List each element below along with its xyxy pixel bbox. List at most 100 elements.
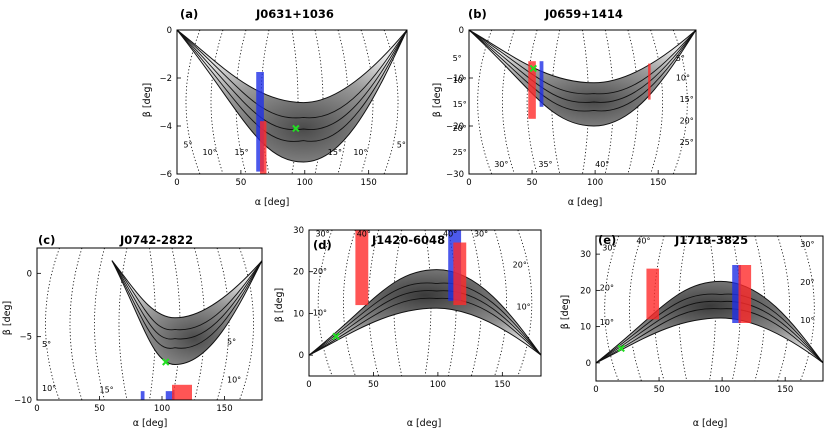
- probability-contour: [111, 260, 262, 331]
- x-tick-label: 50: [235, 178, 246, 188]
- background-contour-line: [517, 230, 533, 376]
- background-contour-line: [317, 230, 333, 376]
- background-contour-line: [210, 30, 224, 174]
- contour-label: 40°: [357, 229, 371, 238]
- contour-label: 15°: [680, 95, 694, 104]
- y-tick-label: −30: [446, 170, 464, 180]
- panel-d: 30° 40°20°10°40° 30°20°10°0 50 100 1500102030…: [274, 226, 542, 429]
- contour-label: 10°: [313, 309, 327, 318]
- panel-c: 5° 10° 15° 5° 10° 0 50 100 150 0 −5 −10 (c) J0742-2…: [2, 233, 263, 429]
- probability-contour: [309, 297, 541, 356]
- contour-label: 20°: [313, 267, 327, 276]
- x-tick-label: 150: [361, 178, 377, 188]
- background-contour-line: [337, 30, 349, 174]
- x-tick-label: 150: [777, 385, 793, 395]
- y-tick-label: 0: [27, 269, 32, 279]
- y-tick-label: −5: [19, 333, 32, 343]
- best-fit-marker: [617, 344, 625, 353]
- contour-label: 5°: [42, 340, 51, 349]
- background-contour-line: [360, 30, 374, 174]
- confidence-region: [309, 269, 541, 356]
- plot-area-b: 5° 10° 15° 20° 25° 30° 35° 40° 5° 10° 15° 20° 25° 0 50…: [446, 26, 697, 188]
- x-tick-label: 50: [527, 178, 538, 188]
- plot-content-a: [177, 30, 407, 174]
- plot-content-d: [309, 230, 541, 376]
- background-contour-line: [118, 248, 128, 400]
- probability-contour: [309, 290, 541, 356]
- x-axis-label-d: α [deg]: [407, 418, 442, 429]
- x-tick-label: 150: [494, 380, 510, 390]
- contour-label: 10°: [203, 148, 217, 157]
- x-tick-label: 150: [650, 178, 666, 188]
- axes-frame: [308, 229, 542, 377]
- plot-content-c: [45, 248, 262, 400]
- panel-b: 5° 10° 15° 20° 25° 30° 35° 40° 5° 10° 15° 20° 25° 0 50…: [432, 7, 697, 208]
- contour-label: 10°: [800, 316, 814, 325]
- contour-label: 30°: [315, 229, 329, 238]
- y-tick-label: −2: [159, 74, 172, 84]
- best-fit-marker: [529, 64, 538, 73]
- probability-contour: [469, 30, 696, 103]
- background-contour-line: [650, 30, 663, 174]
- background-contour-line: [69, 248, 83, 400]
- contour-label: 40°: [595, 160, 609, 169]
- contour-label: 30°: [602, 244, 616, 253]
- confidence-region: [111, 260, 262, 366]
- plot-content-b: [469, 30, 696, 174]
- constraint-bar-red: [528, 61, 536, 119]
- background-contour-line: [627, 30, 639, 174]
- axes-frame: [468, 29, 697, 175]
- probability-contour: [111, 260, 262, 340]
- background-contour-line: [502, 30, 515, 174]
- best-fit-marker: [292, 124, 300, 133]
- panel-label-b: (b): [468, 7, 487, 21]
- contour-label: 5°: [453, 54, 462, 63]
- constraint-bar-red: [738, 265, 752, 323]
- plot-area-d: 30° 40° 20° 10° 40° 30° 20° 10° 0 50 100 150 0 10 20 30: [293, 226, 542, 390]
- probability-contour: [111, 260, 262, 349]
- axes-frame: [176, 29, 408, 175]
- background-contour-line: [477, 30, 493, 174]
- background-contour-line: [471, 230, 482, 376]
- background-contour-line: [94, 248, 105, 400]
- background-contour-line: [799, 236, 815, 381]
- y-tick-label: 10: [580, 323, 591, 333]
- contour-label: 15°: [100, 385, 114, 394]
- x-tick-label: 0: [306, 380, 311, 390]
- y-axis-label-e: β [deg]: [560, 295, 571, 329]
- confidence-region: [177, 30, 407, 163]
- x-tick-label: 0: [466, 178, 471, 188]
- chart-title-a: J0631+1036: [255, 7, 334, 21]
- constraint-bar-red: [648, 63, 651, 100]
- contour-label: 20°: [800, 278, 814, 287]
- x-axis-label-e: α [deg]: [693, 418, 728, 429]
- x-tick-label: 0: [34, 404, 39, 414]
- contour-label: 25°: [680, 138, 694, 147]
- probability-contour: [177, 30, 407, 119]
- background-contour-line: [216, 248, 230, 400]
- plot-content-e: [596, 236, 823, 381]
- constraint-bar-blue: [165, 391, 175, 400]
- probability-contour: [177, 30, 407, 142]
- contour-label: 35°: [538, 160, 552, 169]
- contour-label: 10°: [600, 318, 614, 327]
- contour-label: 10°: [353, 148, 367, 157]
- probability-contour: [596, 293, 823, 364]
- constraint-bar-red: [172, 384, 192, 400]
- y-tick-label: −6: [159, 170, 172, 180]
- contour-label: 15°: [235, 148, 249, 157]
- contour-label: 30°: [474, 229, 488, 238]
- contour-label: 10°: [517, 302, 531, 311]
- constraint-bar-red: [355, 230, 369, 306]
- x-tick-label: 100: [154, 404, 170, 414]
- background-contour-line: [149, 248, 156, 400]
- y-axis-label-d: β [deg]: [274, 288, 285, 322]
- background-contour-line: [604, 236, 620, 381]
- background-contour-line: [494, 230, 507, 376]
- contour-label: 5°: [183, 141, 192, 150]
- contour-label: 10°: [227, 375, 241, 384]
- contour-label: 20°: [680, 117, 694, 126]
- chart-title-c: J0742-2822: [119, 233, 193, 247]
- background-contour-line: [754, 236, 766, 381]
- x-tick-label: 0: [593, 385, 598, 395]
